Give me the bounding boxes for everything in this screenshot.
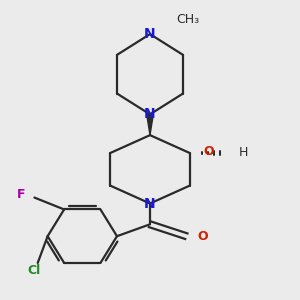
- Text: O: O: [204, 145, 214, 158]
- Text: CH₃: CH₃: [176, 13, 200, 26]
- Text: O: O: [197, 230, 208, 243]
- Text: N: N: [144, 27, 156, 41]
- Text: N: N: [144, 107, 156, 121]
- Text: N: N: [144, 196, 156, 211]
- Text: F: F: [17, 188, 26, 201]
- Text: H: H: [239, 146, 248, 160]
- Text: Cl: Cl: [28, 264, 41, 277]
- Polygon shape: [147, 114, 153, 135]
